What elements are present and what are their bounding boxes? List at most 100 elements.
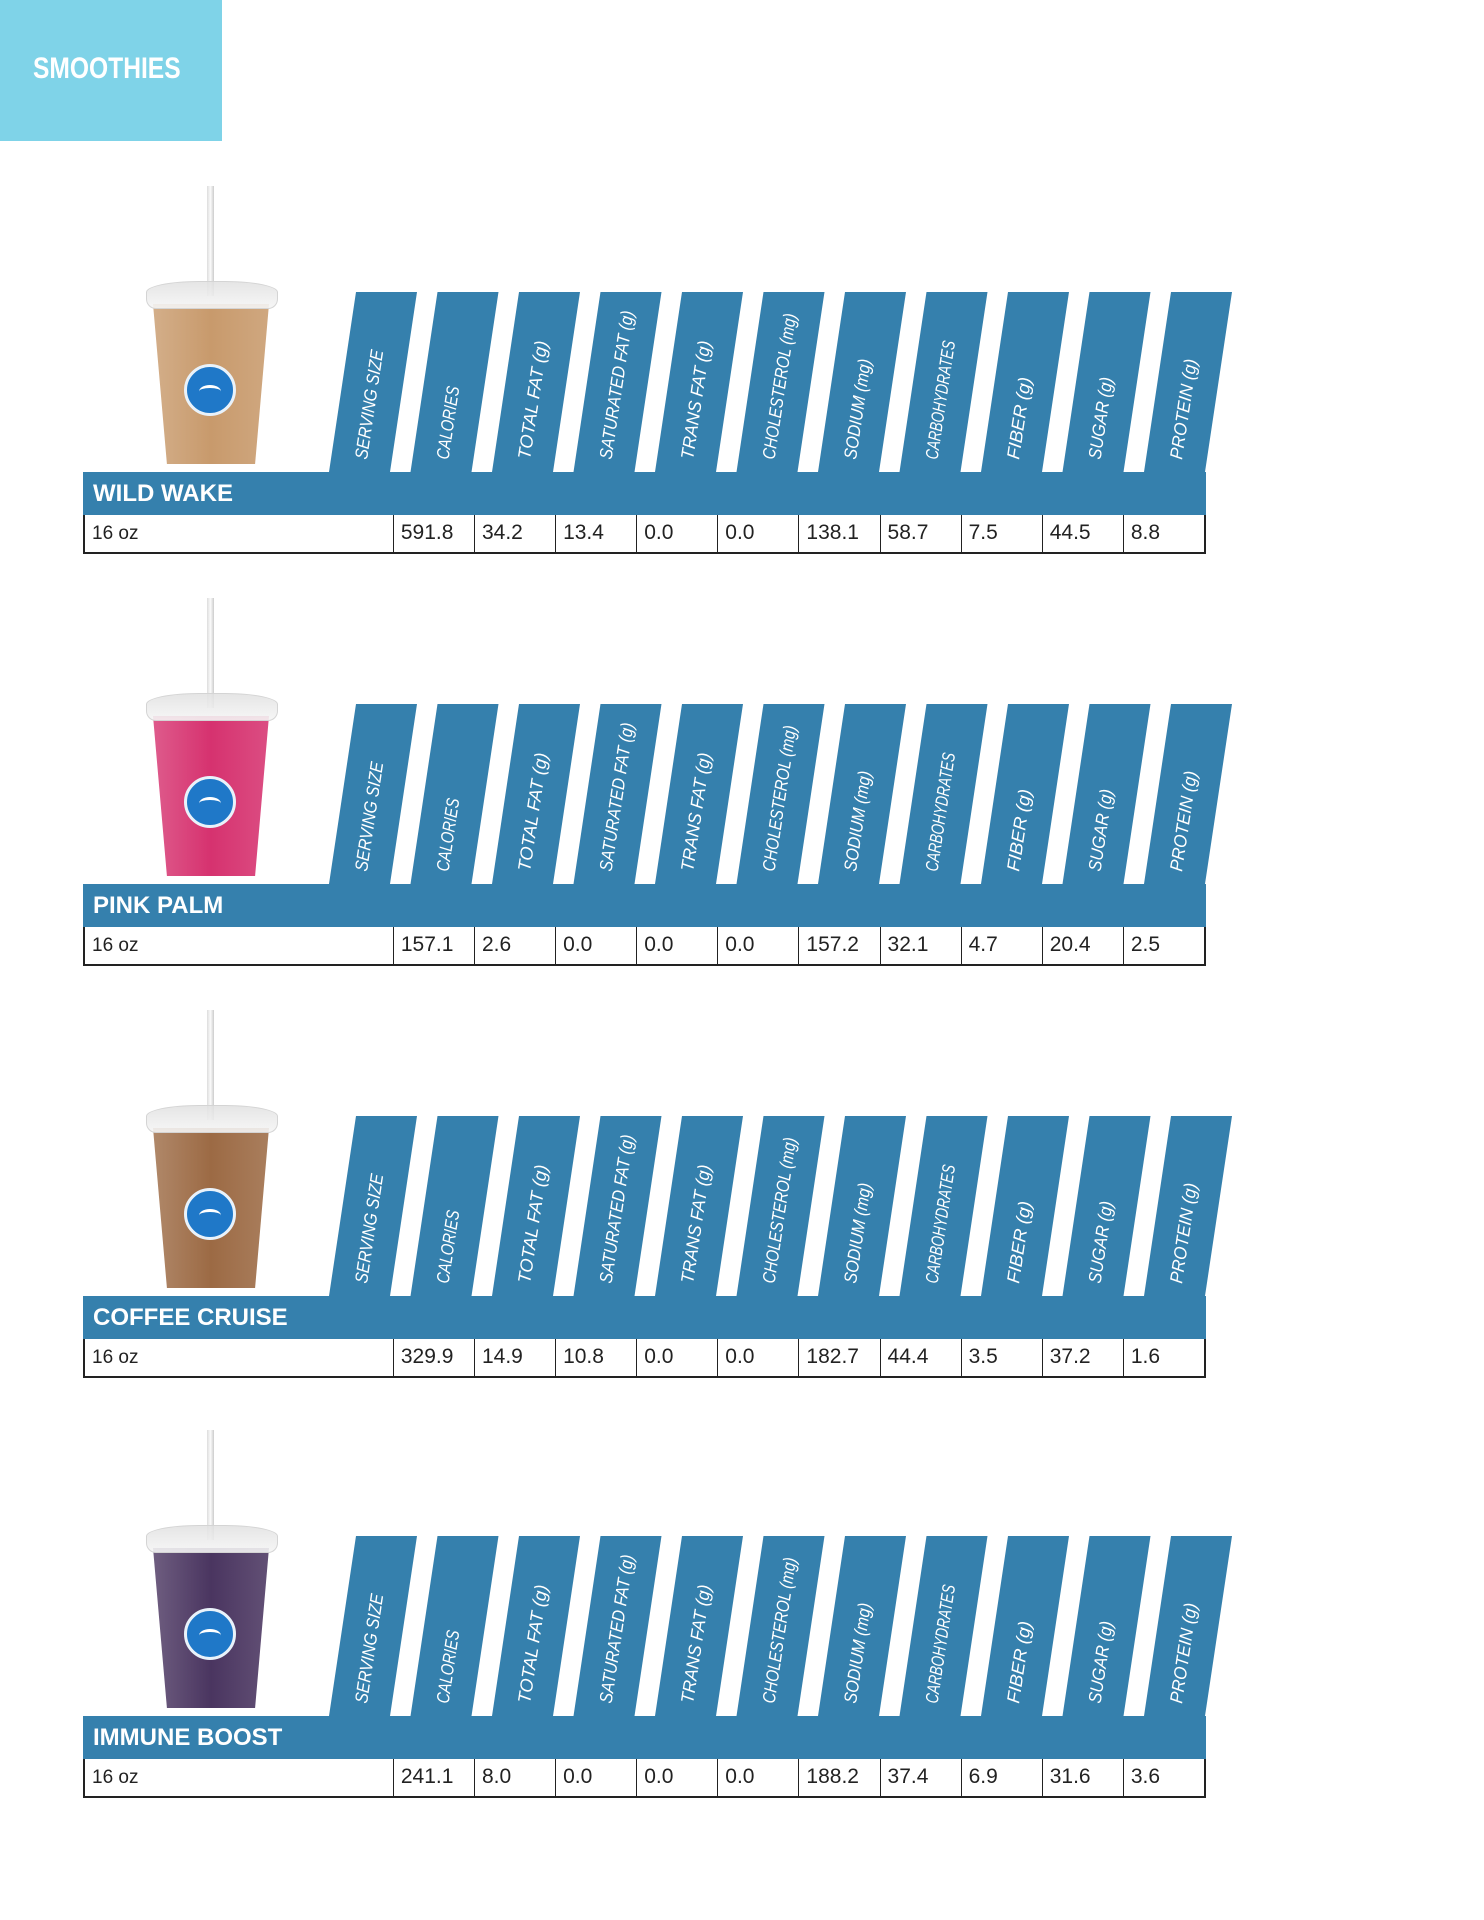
column-header-stripe: [899, 1116, 988, 1296]
page-title: SMOOTHIES: [33, 52, 181, 85]
smoothie-name-bar: COFFEE CRUISE: [83, 1296, 1206, 1339]
nutrition-value-cell: 44.4: [879, 1339, 961, 1376]
column-header-stripe: [329, 1116, 417, 1296]
nutrition-value-cell: 20.4: [1041, 927, 1123, 964]
nutrition-value-cell: 37.4: [879, 1759, 961, 1796]
column-header-stripe: [492, 1536, 580, 1716]
column-header-stripe: [329, 1536, 417, 1716]
column-header-stripe: [981, 704, 1069, 884]
nutrition-value-cell: 0.0: [636, 1759, 717, 1796]
nutrition-value-cell: 0.0: [717, 927, 798, 964]
nutrition-value-cell: 1.6: [1122, 1339, 1204, 1376]
nutrition-row: 16 oz 329.9 14.9 10.8 0.0 0.0 182.7 44.4 3.5 37.2…: [83, 1339, 1206, 1378]
column-header-stripe: [1144, 292, 1232, 472]
nutrition-value-cell: 188.2: [798, 1759, 879, 1796]
column-header-stripe: [573, 1116, 662, 1296]
column-header-stripe: [899, 704, 988, 884]
column-headers: SERVING SIZE CALORIES TOTAL FAT (g) SATURAT…: [329, 1116, 1232, 1296]
cup-lid: [146, 693, 278, 721]
column-header-stripe: [655, 704, 743, 884]
nutrition-value-cell: 6.9: [960, 1759, 1042, 1796]
column-header-stripe: [818, 704, 906, 884]
column-headers: SERVING SIZE CALORIES TOTAL FAT (g) SATURAT…: [329, 704, 1232, 884]
column-header-stripe: [655, 1116, 743, 1296]
straw-icon: [207, 1430, 214, 1540]
serving-size-cell: 16 oz: [92, 935, 139, 956]
nutrition-value-cell: 14.9: [473, 1339, 555, 1376]
column-header-stripe: [818, 1116, 906, 1296]
column-header-stripe: [1062, 292, 1151, 472]
nutrition-value-cell: 58.7: [879, 515, 961, 552]
column-header-stripe: [410, 704, 499, 884]
nutrition-value-cell: 13.4: [555, 515, 636, 552]
nutrition-value-cell: 7.5: [960, 515, 1042, 552]
column-header-stripe: [573, 292, 662, 472]
column-headers: SERVING SIZE CALORIES TOTAL FAT (g) SATURAT…: [329, 292, 1232, 472]
column-header-stripe: [655, 292, 743, 472]
nutrition-value-cell: 4.7: [960, 927, 1042, 964]
column-header-stripe: [1062, 1536, 1151, 1716]
nutrition-value-cell: 0.0: [636, 515, 717, 552]
column-header-stripe: [329, 292, 417, 472]
nutrition-value-cell: 329.9: [392, 1339, 474, 1376]
nutrition-value-cell: 31.6: [1041, 1759, 1123, 1796]
straw-icon: [207, 186, 214, 296]
straw-icon: [207, 598, 214, 708]
cup-lid: [146, 281, 278, 309]
straw-icon: [207, 1010, 214, 1120]
column-header-stripe: [899, 1536, 988, 1716]
column-header-stripe: [981, 292, 1069, 472]
nutrition-value-cell: 0.0: [717, 515, 798, 552]
column-header-stripe: [736, 1536, 825, 1716]
smoothie-name-bar: WILD WAKE: [83, 472, 1206, 515]
column-header-stripe: [1144, 1116, 1232, 1296]
column-header-stripe: [1144, 1536, 1232, 1716]
column-header-stripe: [981, 1116, 1069, 1296]
nutrition-value-cell: 8.8: [1122, 515, 1204, 552]
cup-lid: [146, 1525, 278, 1553]
smoothie-cup-image: [141, 186, 282, 466]
smoothie-section: SERVING SIZE CALORIES TOTAL FAT (g) SATURAT…: [0, 182, 1484, 582]
column-header-stripe: [573, 704, 662, 884]
column-header-stripe: [736, 292, 825, 472]
smoothie-name: COFFEE CRUISE: [93, 1304, 288, 1331]
nutrition-value-cell: 241.1: [392, 1759, 474, 1796]
nutrition-value-cell: 0.0: [636, 1339, 717, 1376]
brand-logo-icon: [184, 364, 236, 416]
column-header-stripe: [1062, 1116, 1151, 1296]
smoothie-section: SERVING SIZE CALORIES TOTAL FAT (g) SATURAT…: [0, 1006, 1484, 1406]
nutrition-value-cell: 138.1: [798, 515, 879, 552]
smoothie-cup-image: [141, 1430, 282, 1710]
nutrition-row: 16 oz 157.1 2.6 0.0 0.0 0.0 157.2 32.1 4.7 20.4 2.…: [83, 927, 1206, 966]
nutrition-value-cell: 34.2: [473, 515, 555, 552]
nutrition-row: 16 oz 591.8 34.2 13.4 0.0 0.0 138.1 58.7 7.5 44.5…: [83, 515, 1206, 554]
serving-size-cell: 16 oz: [92, 1767, 139, 1788]
column-header-stripe: [410, 292, 499, 472]
column-header-stripe: [573, 1536, 662, 1716]
column-header-stripe: [736, 1116, 825, 1296]
column-header-stripe: [492, 704, 580, 884]
column-header-stripe: [410, 1536, 499, 1716]
nutrition-value-cell: 0.0: [555, 1759, 636, 1796]
column-header-stripe: [492, 1116, 580, 1296]
serving-size-cell: 16 oz: [92, 523, 139, 544]
nutrition-value-cell: 37.2: [1041, 1339, 1123, 1376]
column-header-stripe: [981, 1536, 1069, 1716]
nutrition-value-cell: 591.8: [392, 515, 474, 552]
nutrition-value-cell: 157.1: [392, 927, 474, 964]
smoothie-name-bar: PINK PALM: [83, 884, 1206, 927]
nutrition-value-cell: 0.0: [717, 1759, 798, 1796]
column-headers: SERVING SIZE CALORIES TOTAL FAT (g) SATURAT…: [329, 1536, 1232, 1716]
column-header-stripe: [818, 292, 906, 472]
nutrition-value-cell: 0.0: [555, 927, 636, 964]
serving-size-cell: 16 oz: [92, 1347, 139, 1368]
nutrition-value-cell: 2.5: [1122, 927, 1204, 964]
column-header-stripe: [1062, 704, 1151, 884]
smoothie-cup-image: [141, 598, 282, 878]
smoothie-name: WILD WAKE: [93, 480, 233, 507]
column-header-stripe: [818, 1536, 906, 1716]
brand-logo-icon: [184, 776, 236, 828]
smoothie-name: IMMUNE BOOST: [93, 1724, 283, 1751]
nutrition-value-cell: 3.6: [1122, 1759, 1204, 1796]
nutrition-value-cell: 182.7: [798, 1339, 879, 1376]
